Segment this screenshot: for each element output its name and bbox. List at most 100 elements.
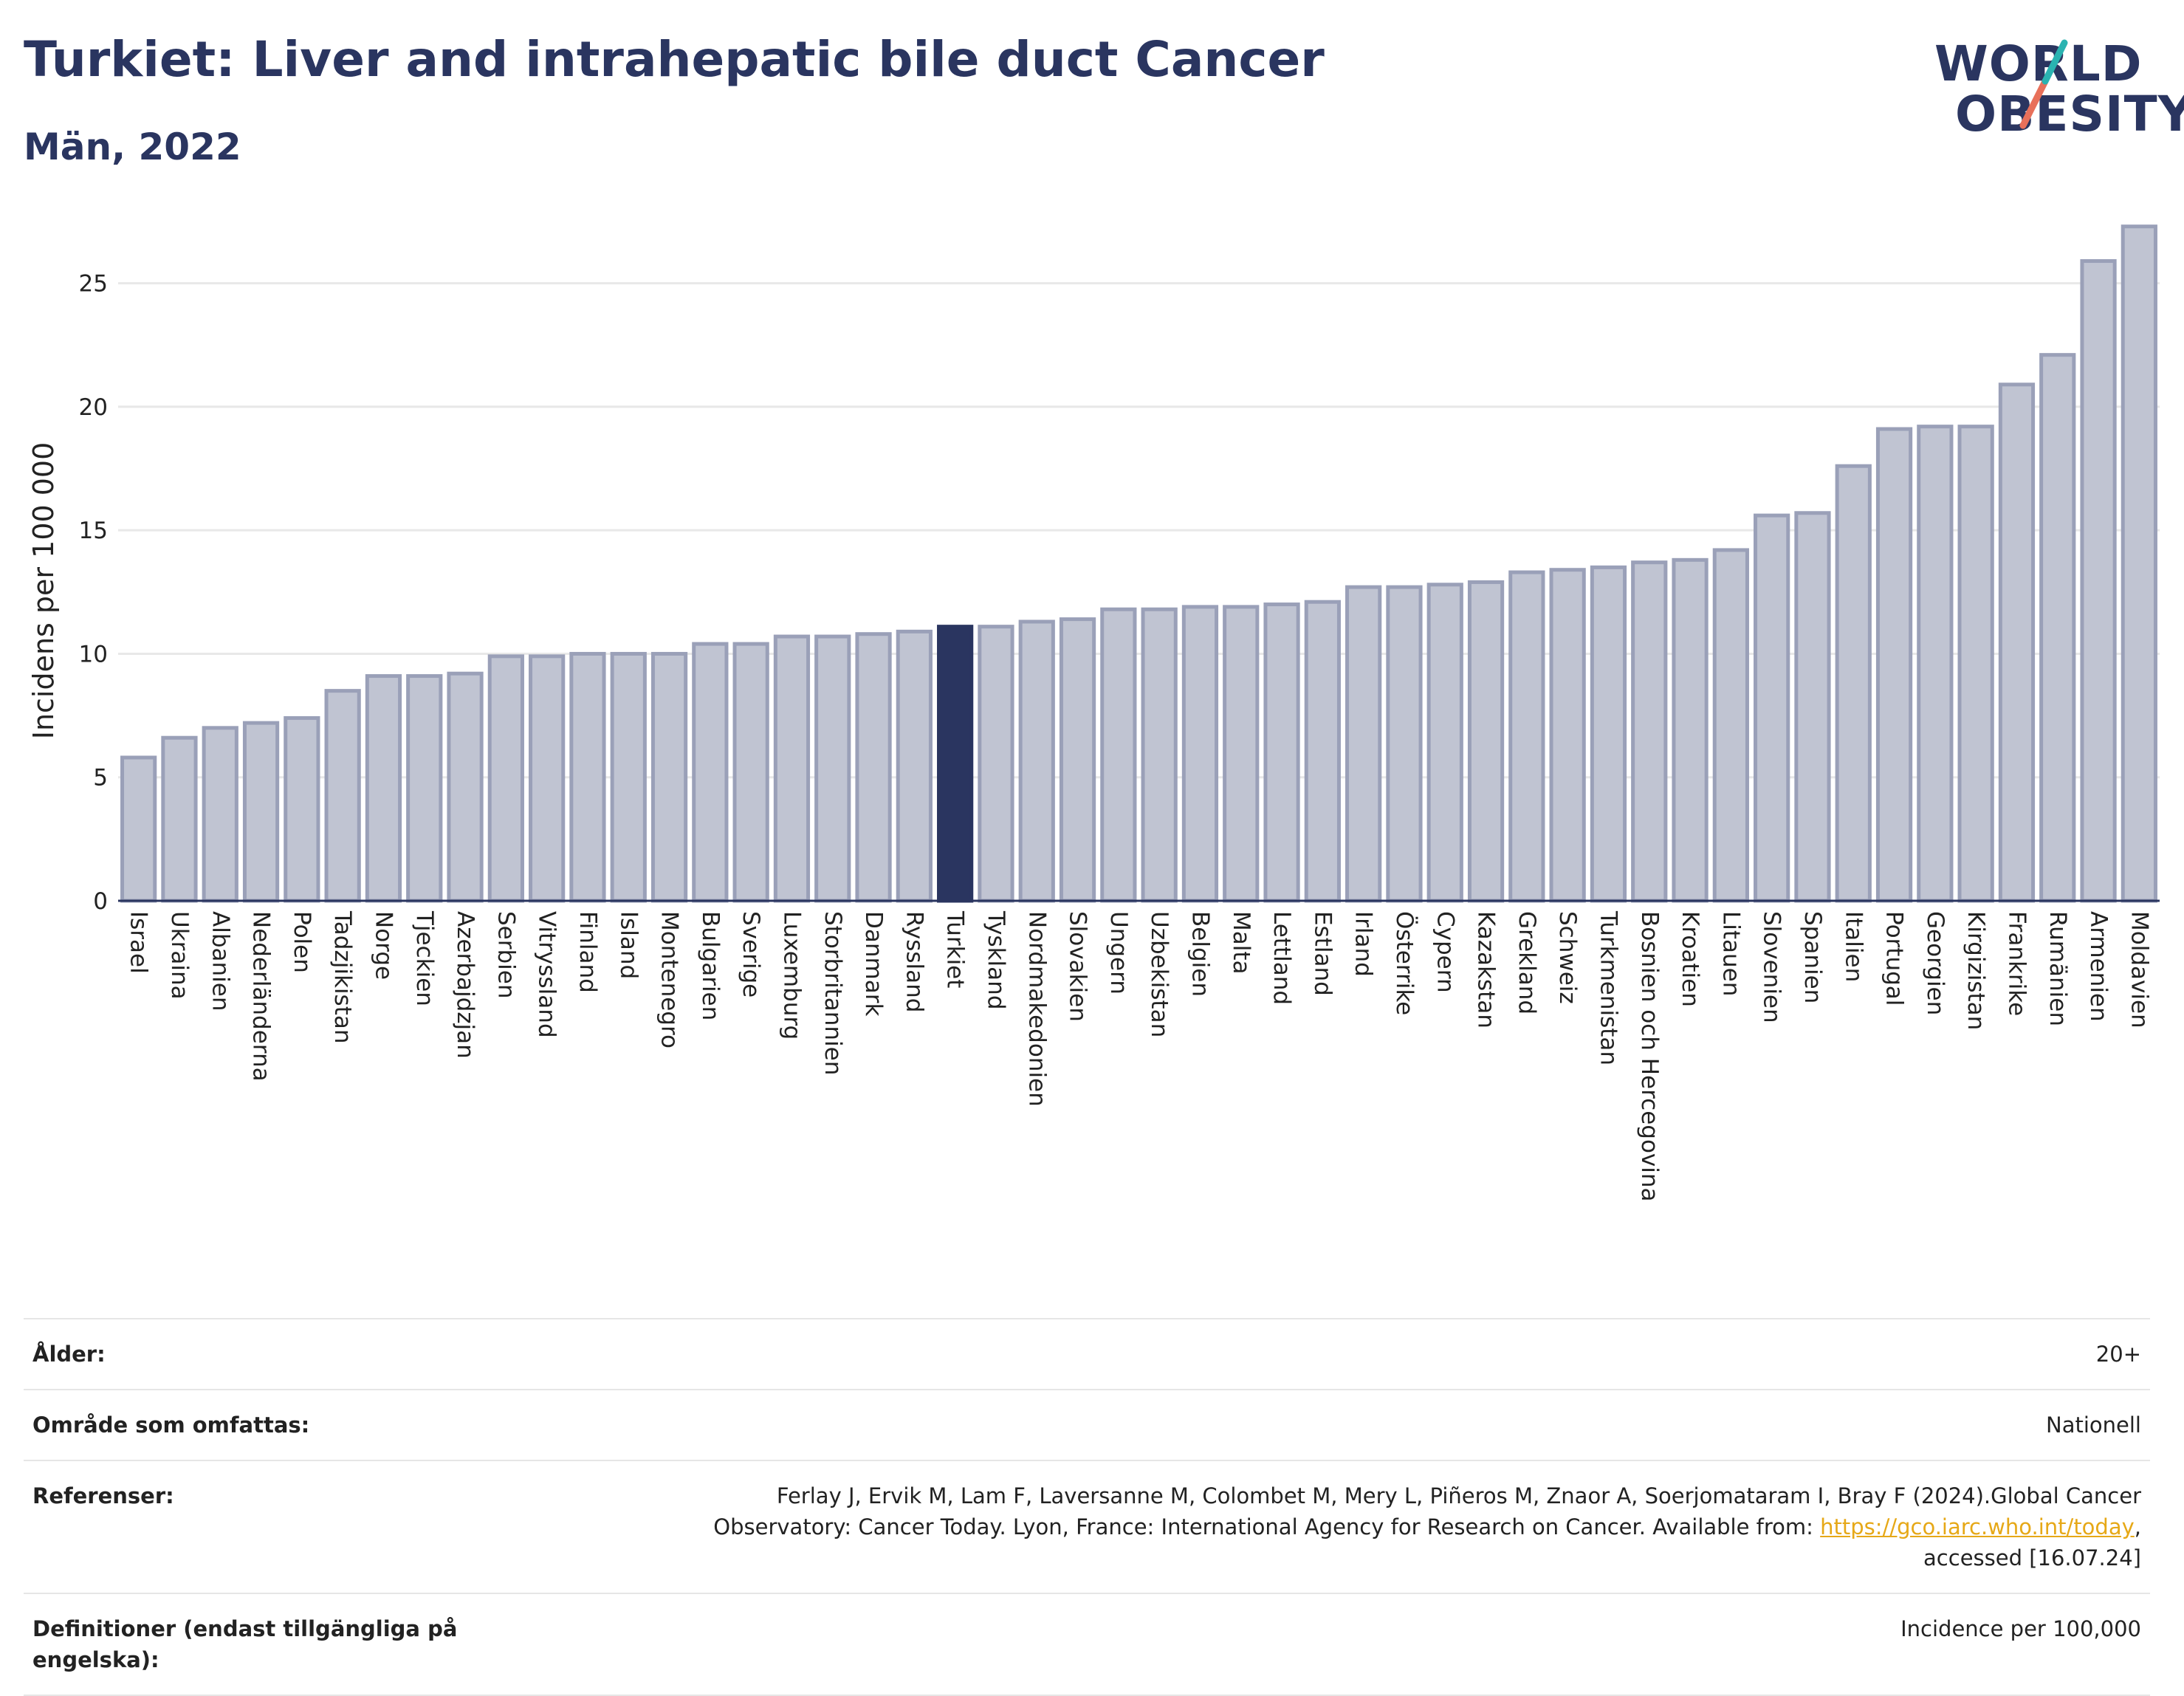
y-axis-label: Incidens per 100 000 — [27, 442, 60, 740]
bar — [1875, 427, 1913, 903]
x-tick-label: Sverige — [738, 911, 764, 998]
bar — [1263, 602, 1300, 903]
reference-text-4: accessed [16.07.24] — [1923, 1545, 2141, 1570]
bar — [1957, 425, 1994, 903]
page-subtitle: Män, 2022 — [24, 126, 241, 168]
x-tick-label: Schweiz — [1554, 911, 1581, 1004]
world-obesity-logo: WORLD OBESITY — [1920, 30, 2184, 155]
metadata-table: Ålder: 20+ Område som omfattas: Nationel… — [24, 1318, 2150, 1696]
x-tick-label: Ungern — [1105, 911, 1132, 995]
logo-slash-icon — [2019, 39, 2068, 129]
x-tick-label: Spanien — [1799, 911, 1826, 1003]
definitions-value: Incidence per 100,000 — [1900, 1616, 2141, 1641]
bar — [1345, 585, 1382, 903]
bar — [855, 632, 892, 903]
y-tick-label: 20 — [79, 394, 108, 421]
x-axis-ticks: Israel Ukraina Albanien Nederländerna Polen T… — [126, 910, 2153, 1202]
x-tick-label: Uzbekistan — [1146, 911, 1172, 1037]
bar — [1100, 607, 1137, 903]
bar — [569, 651, 606, 903]
bar — [1141, 607, 1178, 903]
x-tick-label: Frankrike — [2003, 911, 2030, 1016]
x-tick-label: Israel — [126, 911, 152, 974]
bar — [1835, 464, 1872, 903]
bar — [650, 651, 688, 903]
bar — [1754, 513, 1790, 903]
bar — [814, 634, 851, 903]
bar — [2039, 353, 2076, 903]
bar — [447, 671, 484, 903]
page-title: Turkiet: Liver and intrahepatic bile duc… — [24, 31, 1325, 88]
x-tick-label: Grekland — [1514, 911, 1540, 1014]
meta-row-references: Referenser: Ferlay J, Ervik M, Lam F, La… — [24, 1460, 2150, 1593]
meta-row-age: Ålder: 20+ — [24, 1319, 2150, 1390]
reference-text-3: , — [2134, 1514, 2141, 1539]
bar — [161, 735, 198, 903]
bar — [1590, 565, 1627, 903]
x-tick-label: Slovakien — [1065, 911, 1091, 1022]
bar — [692, 642, 729, 903]
x-tick-label: Kroatien — [1677, 911, 1703, 1007]
x-tick-label: Georgien — [1922, 911, 1948, 1015]
x-tick-label: Ryssland — [901, 911, 927, 1012]
x-tick-label: Albanien — [207, 911, 233, 1011]
x-tick-label: Armenien — [2085, 911, 2112, 1022]
bar — [773, 634, 811, 903]
x-tick-label: Irland — [1350, 911, 1377, 977]
bar — [120, 755, 157, 903]
x-tick-label: Storbritannien — [820, 911, 846, 1075]
x-tick-label: Island — [615, 911, 642, 979]
x-tick-label: Lettland — [1268, 911, 1295, 1005]
x-tick-label: Tjeckien — [411, 910, 438, 1006]
bar — [1998, 382, 2036, 903]
x-tick-label: Turkiet — [942, 910, 969, 988]
y-tick-label: 0 — [93, 888, 108, 915]
x-tick-label: Kazakstan — [1473, 911, 1500, 1029]
definitions-label-line2: engelska): — [32, 1647, 159, 1672]
bar — [1672, 557, 1709, 903]
bar — [896, 629, 933, 903]
area-label: Område som omfattas: — [32, 1412, 310, 1438]
definitions-label-line1: Definitioner (endast tillgängliga på — [32, 1616, 458, 1641]
reference-link[interactable]: https://gco.iarc.who.int/today — [1820, 1514, 2135, 1539]
x-tick-label: Moldavien — [2126, 911, 2152, 1029]
bar — [1467, 580, 1505, 903]
x-tick-label: Serbien — [492, 911, 519, 999]
reference-text-1: Ferlay J, Ervik M, Lam F, Laversanne M, … — [776, 1483, 2141, 1508]
x-tick-label: Polen — [289, 911, 315, 973]
area-value: Nationell — [2046, 1412, 2141, 1438]
bar — [1426, 583, 1463, 903]
y-tick-label: 10 — [79, 641, 108, 667]
bar-chart: 0 5 10 15 20 25 Israel Ukraina Albanien Nederlän… — [27, 224, 2160, 1202]
x-tick-label: Ukraina — [166, 911, 193, 1000]
bar — [2080, 259, 2117, 903]
bar — [1631, 560, 1668, 903]
x-tick-label: Vitryssland — [534, 911, 560, 1038]
x-tick-label: Nederländerna — [248, 911, 275, 1082]
x-tick-label: Cypern — [1432, 911, 1458, 993]
y-axis-ticks: 0 5 10 15 20 25 — [79, 271, 108, 915]
reference-text-2: Observatory: Cancer Today. Lyon, France:… — [713, 1514, 1821, 1539]
x-tick-label: Azerbajdzjan — [452, 911, 478, 1059]
x-tick-label: Norge — [370, 911, 396, 980]
x-tick-label: Slovenien — [1759, 911, 1785, 1023]
y-tick-label: 15 — [79, 518, 108, 544]
x-tick-label: Tyskland — [983, 910, 1009, 1010]
bar — [1304, 600, 1341, 903]
bar — [732, 642, 769, 903]
references-value: Ferlay J, Ervik M, Lam F, Laversanne M, … — [514, 1460, 2150, 1593]
bar — [1059, 617, 1096, 903]
bar — [324, 689, 361, 903]
x-tick-label: Nordmakedonien — [1023, 911, 1050, 1107]
bar — [242, 721, 280, 903]
bar — [1712, 548, 1749, 903]
age-value: 20+ — [2095, 1342, 2141, 1367]
y-tick-label: 5 — [93, 765, 108, 792]
bar — [1549, 568, 1586, 903]
bar — [365, 674, 402, 903]
x-tick-label: Rumänien — [2044, 911, 2071, 1026]
y-tick-label: 25 — [79, 271, 108, 298]
x-tick-label: Malta — [1228, 911, 1254, 975]
bar — [1181, 605, 1219, 903]
x-tick-label: Litauen — [1717, 911, 1744, 996]
